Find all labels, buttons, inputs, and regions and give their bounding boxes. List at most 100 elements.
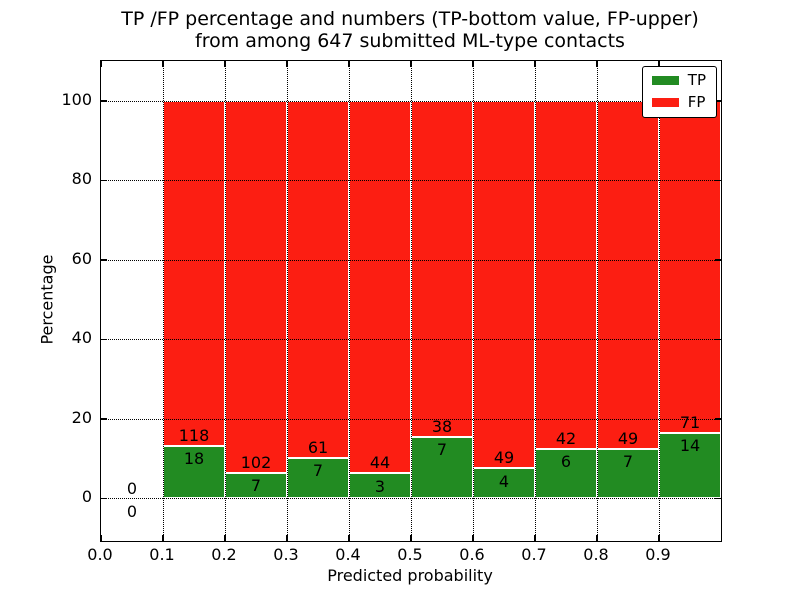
bar-fp-count: 44 bbox=[369, 453, 391, 473]
x-tick-mark bbox=[472, 535, 474, 541]
x-tick-mark bbox=[162, 535, 164, 541]
y-tick-mark bbox=[101, 497, 107, 500]
x-tick-mark bbox=[472, 61, 474, 67]
tp-bar-segment bbox=[597, 448, 659, 499]
tp-bar-segment bbox=[349, 473, 411, 499]
legend-label-fp: FP bbox=[687, 93, 706, 111]
legend-label-tp: TP bbox=[687, 71, 706, 89]
vertical-gridline bbox=[163, 61, 164, 541]
chart-title-line2: from among 647 submitted ML-type contact… bbox=[195, 30, 625, 52]
vertical-gridline bbox=[473, 61, 474, 541]
bar-tp-count: 4 bbox=[498, 471, 510, 491]
vertical-gridline bbox=[535, 61, 536, 541]
y-tick-mark bbox=[715, 418, 721, 420]
x-tick-mark bbox=[410, 535, 412, 541]
y-tick-label: 100 bbox=[61, 89, 92, 109]
x-tick-label: 0.1 bbox=[149, 545, 175, 564]
bar-fp-count: 49 bbox=[493, 448, 515, 468]
x-tick-label: 0.6 bbox=[459, 545, 485, 564]
y-tick-label: 20 bbox=[71, 407, 92, 427]
bar-fp-count: 38 bbox=[431, 416, 453, 436]
x-tick-label: 0.2 bbox=[211, 545, 237, 564]
bar-fp-count: 102 bbox=[240, 452, 272, 472]
x-tick-label: 0.9 bbox=[645, 545, 671, 564]
vertical-gridline bbox=[597, 61, 598, 541]
x-tick-mark bbox=[224, 61, 226, 67]
x-tick-label: 0.5 bbox=[397, 545, 423, 564]
tp-bar-segment bbox=[225, 472, 287, 499]
vertical-gridline bbox=[287, 61, 288, 541]
fp-bar-segment bbox=[225, 100, 287, 473]
fp-bar-segment bbox=[597, 100, 659, 449]
bar-tp-count: 14 bbox=[679, 436, 701, 456]
vertical-gridline bbox=[659, 61, 660, 541]
fp-bar-segment bbox=[473, 100, 535, 469]
legend-entry-fp: FP bbox=[651, 93, 706, 111]
x-tick-label: 0.0 bbox=[87, 545, 113, 564]
fp-bar-segment bbox=[535, 100, 597, 449]
bar-tp-count: 7 bbox=[250, 476, 262, 496]
x-tick-label: 0.4 bbox=[335, 545, 361, 564]
y-tick-mark bbox=[101, 259, 107, 261]
vertical-gridline bbox=[411, 61, 412, 541]
x-tick-label: 0.7 bbox=[521, 545, 547, 564]
y-tick-mark bbox=[101, 338, 107, 341]
x-tick-mark bbox=[162, 61, 164, 67]
bar-fp-count: 61 bbox=[307, 437, 329, 457]
x-tick-mark bbox=[658, 61, 660, 67]
y-tick-mark bbox=[715, 497, 721, 500]
bar-tp-count: 7 bbox=[436, 440, 448, 460]
x-tick-mark bbox=[596, 535, 598, 541]
y-axis-label: Percentage bbox=[37, 254, 57, 345]
x-tick-mark bbox=[534, 61, 536, 67]
x-tick-mark bbox=[596, 61, 598, 67]
x-tick-label: 0.8 bbox=[583, 545, 609, 564]
y-tick-mark bbox=[101, 418, 107, 420]
bar-fp-count: 42 bbox=[555, 428, 577, 448]
fp-bar-segment bbox=[411, 100, 473, 437]
y-tick-mark bbox=[715, 338, 721, 341]
vertical-gridline bbox=[349, 61, 350, 541]
y-tick-label: 40 bbox=[71, 328, 92, 348]
y-tick-label: 80 bbox=[71, 169, 92, 189]
x-tick-label: 0.3 bbox=[273, 545, 299, 564]
bar-tp-count: 3 bbox=[374, 476, 386, 496]
legend-swatch-fp-icon bbox=[651, 98, 679, 107]
y-tick-label: 0 bbox=[81, 487, 92, 507]
vertical-gridline bbox=[225, 61, 226, 541]
bar-fp-count: 71 bbox=[679, 413, 701, 432]
y-tick-label: 60 bbox=[71, 248, 92, 268]
y-tick-mark bbox=[715, 179, 721, 182]
plot-area: TP FP 0 0 118 18 102 7 61 7 44 3 38 7 49 4 42 6 49 7 71 14 bbox=[100, 60, 722, 542]
legend: TP FP bbox=[641, 66, 717, 118]
y-tick-mark bbox=[101, 99, 107, 102]
x-tick-mark bbox=[348, 535, 350, 541]
bar-tp-count: 7 bbox=[622, 452, 634, 472]
fp-bar-segment bbox=[659, 100, 721, 433]
chart-title: TP /FP percentage and numbers (TP-bottom… bbox=[90, 8, 730, 52]
x-tick-mark bbox=[224, 535, 226, 541]
bar-tp-count: 7 bbox=[312, 461, 324, 481]
x-tick-mark bbox=[100, 61, 102, 67]
bar-fp-count: 49 bbox=[617, 428, 639, 448]
y-tick-mark bbox=[101, 179, 107, 182]
x-tick-mark bbox=[410, 61, 412, 67]
bar-fp-count: 0 bbox=[126, 478, 138, 498]
x-axis-label: Predicted probability bbox=[327, 566, 493, 585]
x-tick-mark bbox=[348, 61, 350, 67]
fp-bar-segment bbox=[163, 100, 225, 446]
x-tick-mark bbox=[534, 535, 536, 541]
tp-bar-segment bbox=[163, 445, 225, 499]
x-tick-mark bbox=[286, 535, 288, 541]
x-tick-mark bbox=[658, 535, 660, 541]
fp-bar-segment bbox=[349, 100, 411, 474]
x-tick-mark bbox=[286, 61, 288, 67]
bar-tp-count: 0 bbox=[126, 501, 138, 521]
chart-title-line1: TP /FP percentage and numbers (TP-bottom… bbox=[121, 8, 699, 30]
bar-tp-count: 18 bbox=[183, 449, 205, 469]
x-tick-mark bbox=[100, 535, 102, 541]
legend-swatch-tp-icon bbox=[651, 76, 679, 85]
tp-bar-segment bbox=[473, 468, 535, 499]
bar-fp-count: 118 bbox=[178, 425, 210, 445]
